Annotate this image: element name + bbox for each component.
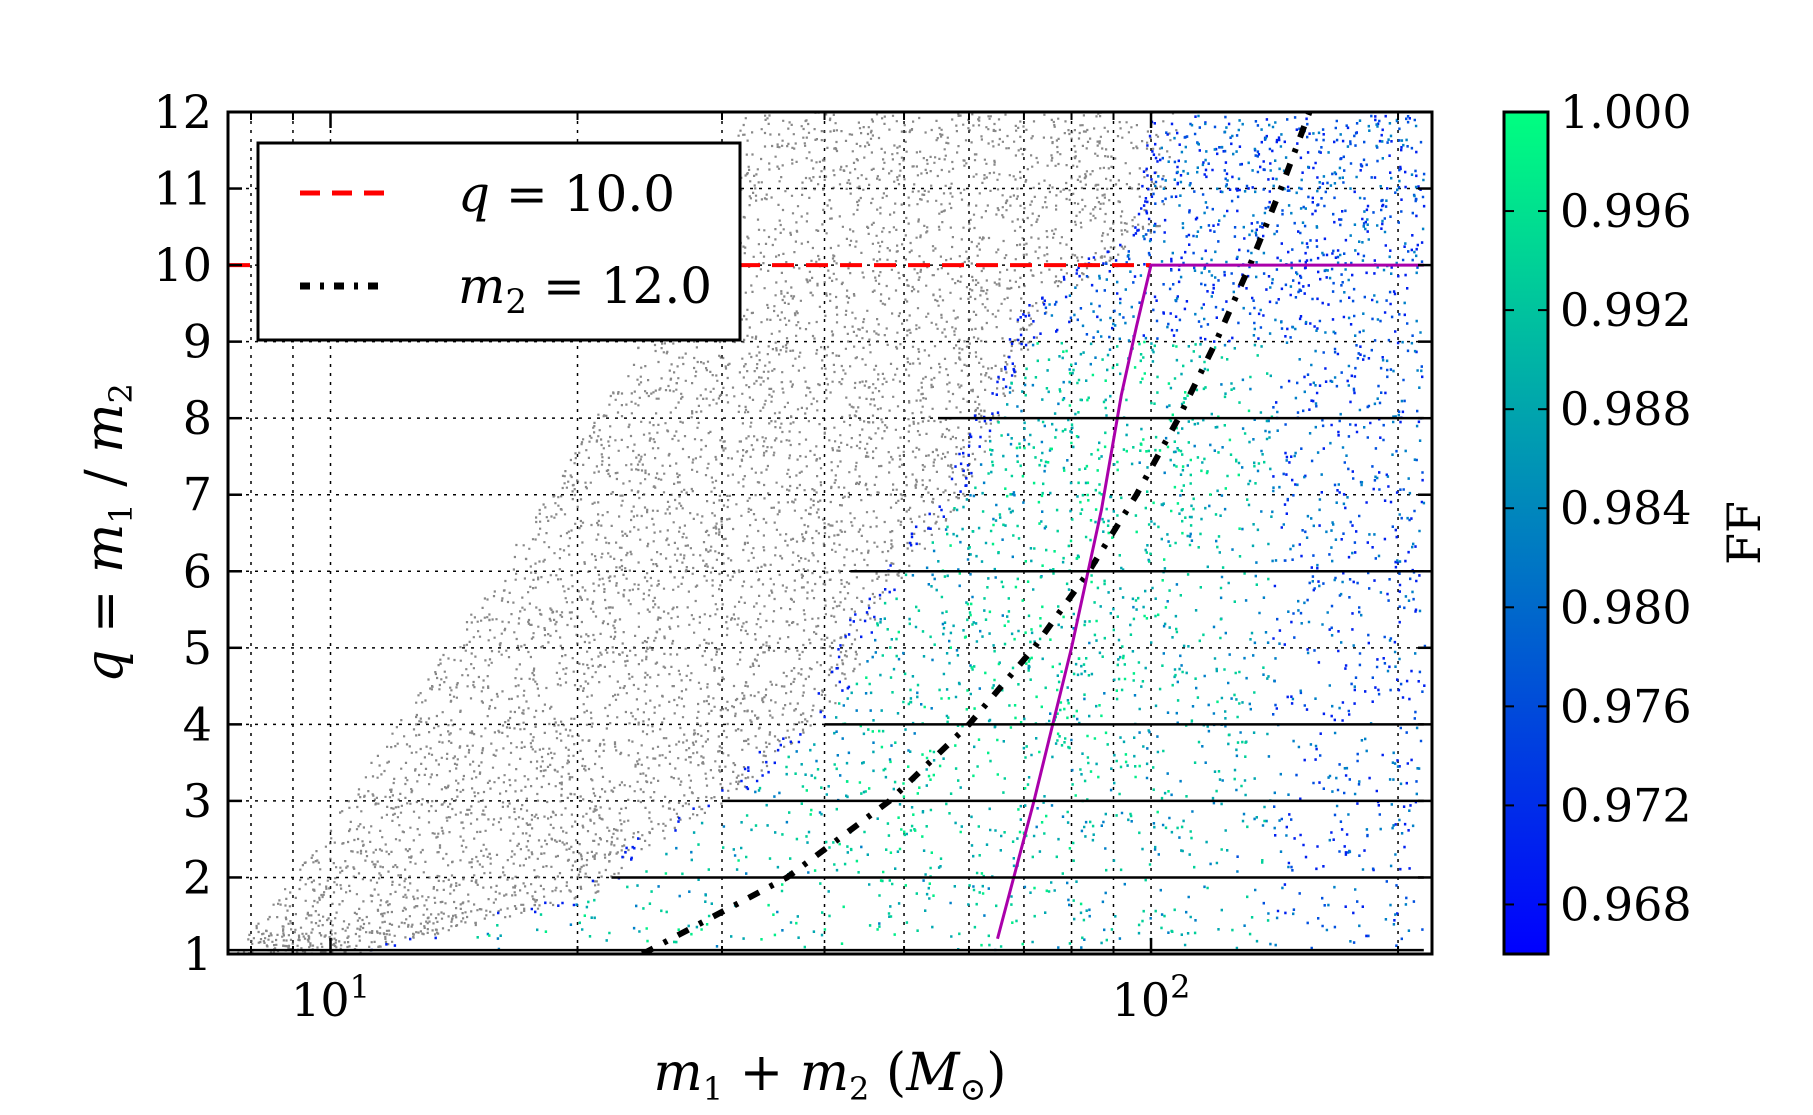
gray-points [237, 112, 1178, 954]
y-tick-label: 7 [183, 468, 212, 522]
colorbar-tick-label: 1.000 [1560, 85, 1692, 139]
colorbar-tick-label: 0.980 [1560, 580, 1692, 634]
x-tick-label: 101 [291, 968, 370, 1027]
y-tick-label: 6 [183, 544, 212, 598]
y-tick-label: 10 [153, 238, 212, 292]
colorbar-gradient [1502, 110, 1550, 956]
y-tick-label: 5 [183, 621, 212, 675]
y-tick-label: 9 [183, 315, 212, 369]
y-tick-label: 8 [183, 391, 212, 445]
colorbar-ticks: 1.000 0.996 0.992 0.988 0.984 0.980 0.976 0.972… [1504, 85, 1692, 931]
colorbar: 1.000 0.996 0.992 0.988 0.984 0.980 0.976 0.972… [1502, 85, 1771, 956]
colorbar-tick-label: 0.996 [1560, 184, 1692, 238]
y-tick-label: 1 [183, 927, 212, 981]
legend-label-q10: q = 10.0 [458, 165, 675, 223]
colorbar-tick-label: 0.976 [1560, 679, 1692, 733]
legend-label-m2: m2 = 12.0 [458, 257, 712, 322]
colorbar-tick-label: 0.968 [1560, 877, 1692, 931]
x-axis-ticks: 101 102 [249, 112, 1400, 1027]
legend-box [256, 141, 742, 342]
plot-frame [226, 110, 1434, 956]
colorbar-label: FF [1717, 501, 1771, 565]
legend: q = 10.0 m2 = 12.0 [256, 141, 742, 342]
scatter-colored-region [370, 114, 1427, 952]
line-boundary-magenta [996, 263, 1424, 940]
x-tick-label: 102 [1112, 968, 1191, 1027]
colorbar-tick-label: 0.972 [1560, 778, 1692, 832]
scatter-gray-region [237, 112, 1178, 954]
y-axis-title: q = m1 / m2 [75, 383, 140, 683]
colorbar-tick-label: 0.992 [1560, 283, 1692, 337]
colorbar-tick-label: 0.984 [1560, 481, 1692, 535]
colorbar-tick-label: 0.988 [1560, 382, 1692, 436]
y-tick-label: 3 [183, 774, 212, 828]
x-axis-title: m1 + m2 (M⊙) [653, 1043, 1006, 1108]
colored-points [476, 341, 1274, 949]
line-m2-12 [641, 112, 1313, 954]
y-tick-label: 11 [153, 162, 212, 216]
y-tick-label: 12 [153, 85, 212, 139]
y-tick-label: 4 [183, 697, 212, 751]
y-tick-label: 2 [183, 850, 212, 904]
